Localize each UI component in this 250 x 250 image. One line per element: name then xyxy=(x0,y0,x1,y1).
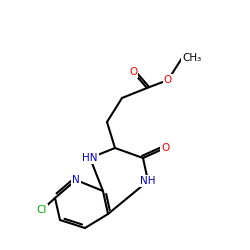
Text: O: O xyxy=(164,75,172,85)
Text: O: O xyxy=(129,67,137,77)
Text: CH₃: CH₃ xyxy=(182,53,201,63)
Text: O: O xyxy=(161,143,169,153)
Text: NH: NH xyxy=(140,176,156,186)
Text: Cl: Cl xyxy=(37,205,47,215)
Text: N: N xyxy=(72,175,80,185)
Text: HN: HN xyxy=(82,153,98,163)
